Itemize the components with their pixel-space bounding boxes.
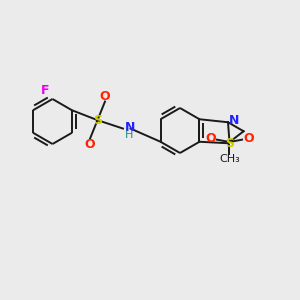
Text: O: O	[205, 132, 216, 145]
Text: S: S	[93, 114, 102, 127]
Text: N: N	[229, 114, 239, 127]
Text: O: O	[243, 132, 254, 145]
Text: S: S	[225, 137, 234, 150]
Text: H: H	[124, 130, 133, 140]
Text: O: O	[85, 138, 95, 151]
Text: F: F	[41, 84, 49, 97]
Text: O: O	[100, 90, 110, 103]
Text: CH₃: CH₃	[219, 154, 240, 164]
Text: N: N	[124, 121, 135, 134]
